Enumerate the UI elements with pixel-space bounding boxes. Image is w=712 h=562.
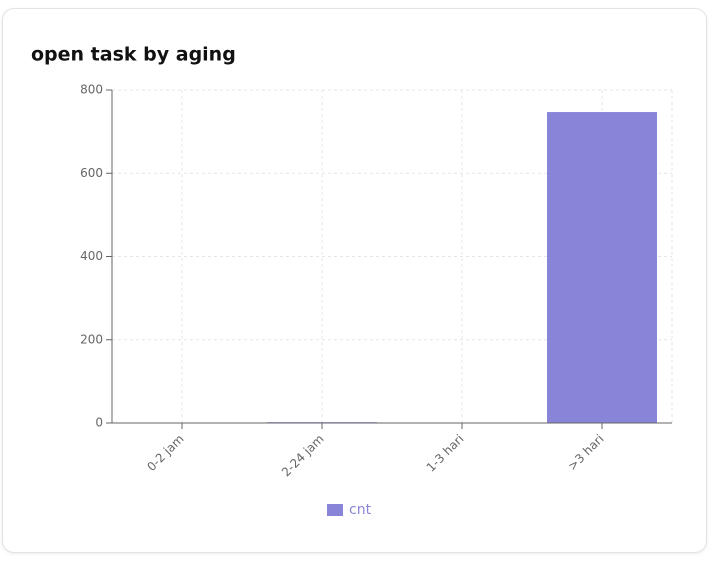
- card: [2, 8, 707, 553]
- y-tick-label: 400: [80, 249, 103, 263]
- legend-swatch: [327, 504, 343, 516]
- x-tick-label: 1-3 hari: [424, 432, 467, 475]
- bar: [547, 112, 657, 423]
- y-tick-label: 600: [80, 166, 103, 180]
- x-tick-label: >3 hari: [565, 432, 607, 474]
- x-tick-label: 2-24 jam: [279, 432, 327, 480]
- y-tick-label: 0: [95, 416, 103, 430]
- chart-title: open task by aging: [31, 44, 236, 66]
- y-tick-label: 200: [80, 332, 103, 346]
- legend-label: cnt: [349, 502, 372, 518]
- x-tick-label: 0-2 jam: [144, 432, 186, 474]
- y-tick-label: 800: [80, 83, 103, 97]
